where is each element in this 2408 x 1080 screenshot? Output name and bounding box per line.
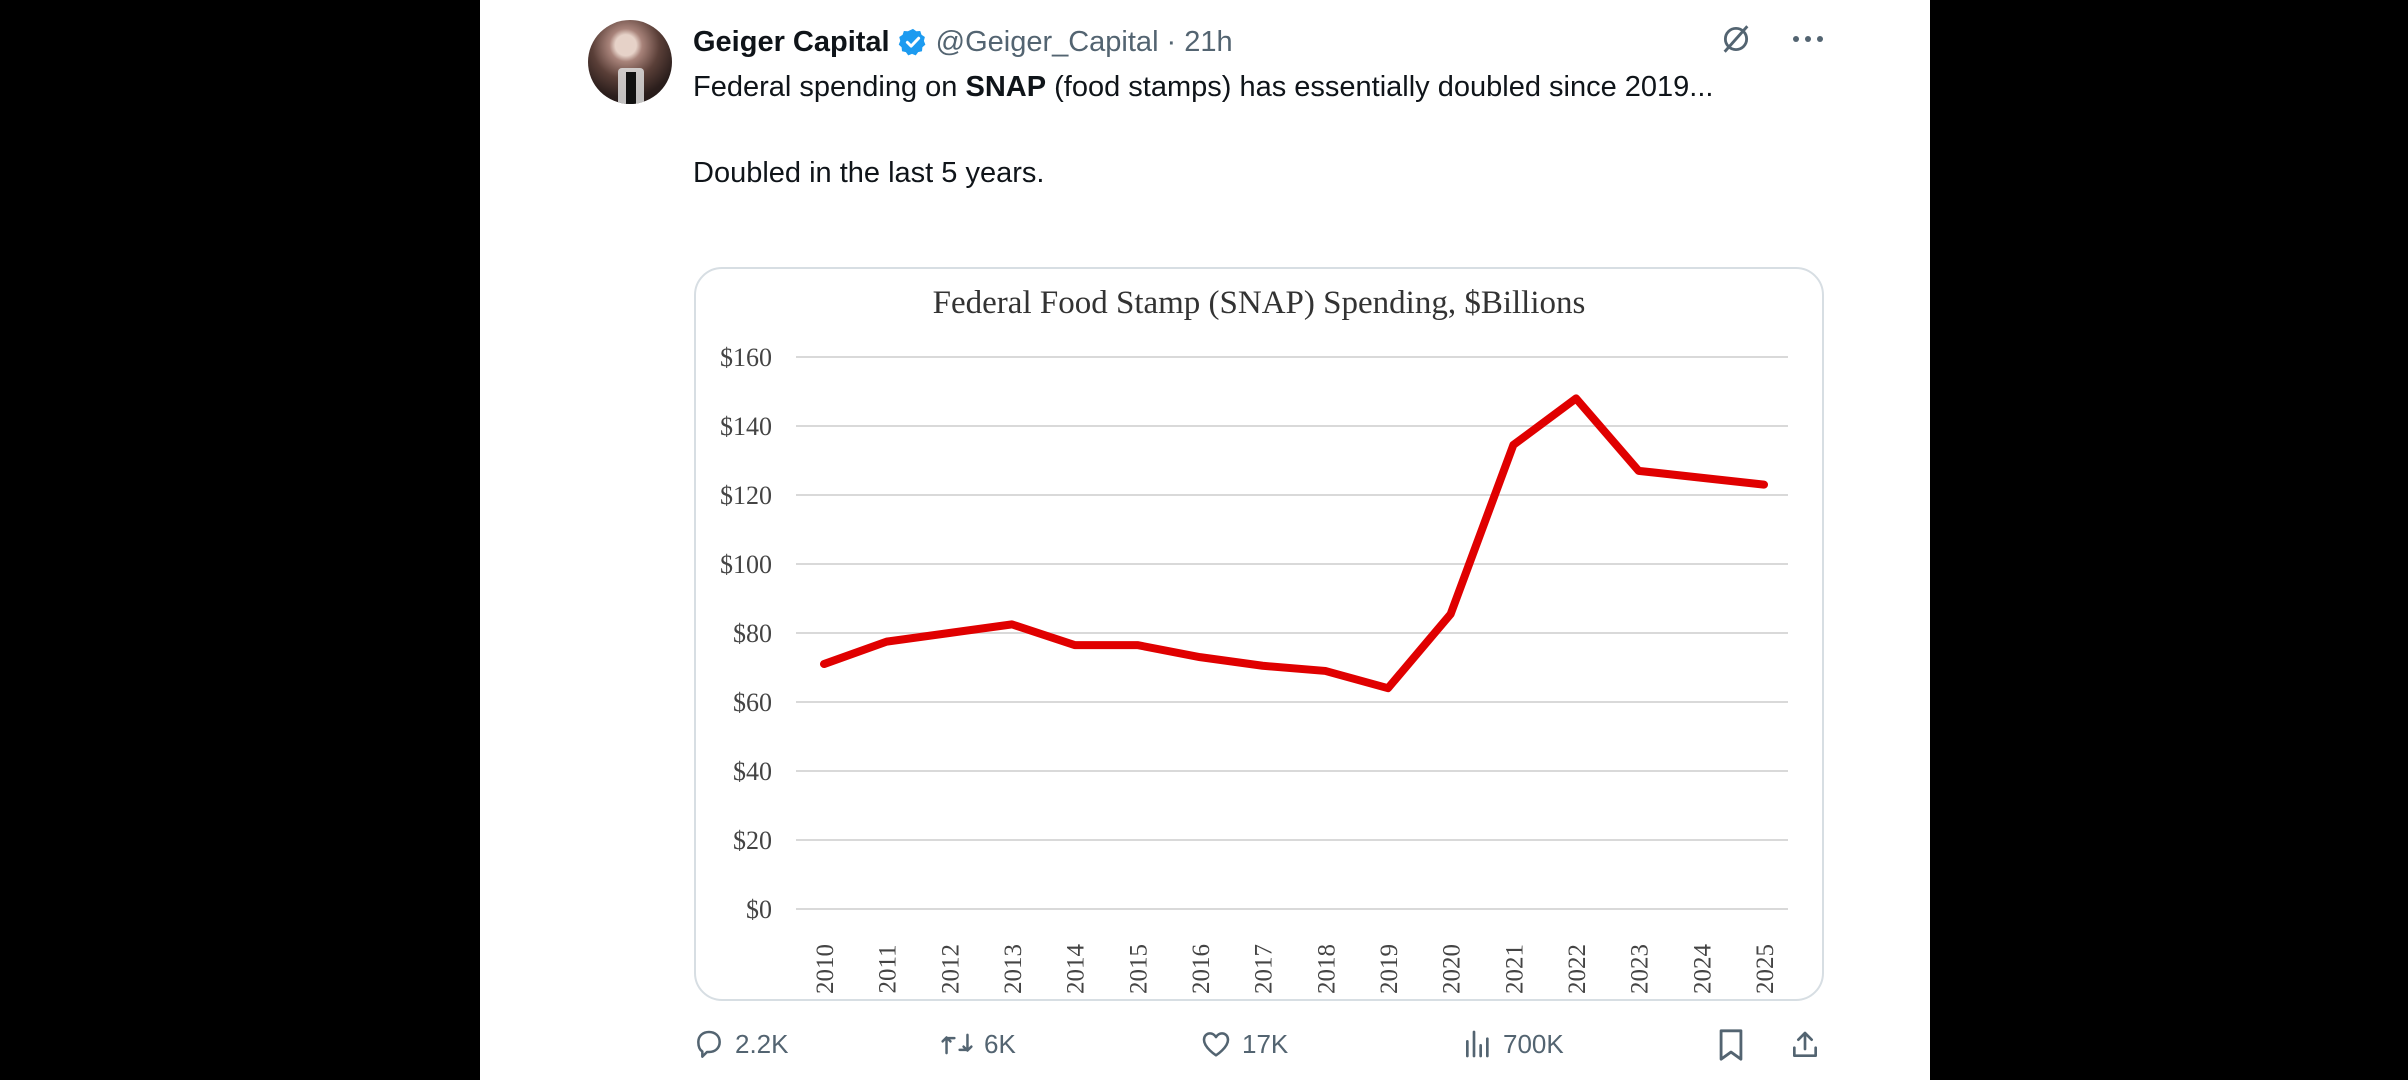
- y-tick-label: $20: [733, 826, 772, 855]
- y-tick-label: $60: [733, 688, 772, 717]
- x-tick-label: 2010: [812, 944, 839, 994]
- bookmark-icon: [1719, 1029, 1743, 1061]
- line-chart: Federal Food Stamp (SNAP) Spending, $Bil…: [720, 285, 1788, 995]
- more-icon[interactable]: [1791, 34, 1825, 44]
- chart-title: Federal Food Stamp (SNAP) Spending, $Bil…: [933, 285, 1586, 321]
- x-tick-label: 2015: [1125, 944, 1152, 994]
- chart-image[interactable]: Federal Food Stamp (SNAP) Spending, $Bil…: [694, 267, 1824, 1001]
- like-button[interactable]: 17K: [1200, 1028, 1288, 1060]
- share-button[interactable]: [1789, 1028, 1821, 1062]
- y-tick-label: $140: [720, 412, 772, 441]
- views-count: 700K: [1503, 1028, 1564, 1059]
- y-tick-label: $80: [733, 619, 772, 648]
- gridlines: [796, 356, 1788, 910]
- tweet-paragraph-1: Federal spending on SNAP (food stamps) h…: [693, 66, 1793, 109]
- heart-icon: [1202, 1032, 1230, 1057]
- timestamp[interactable]: 21h: [1184, 25, 1233, 58]
- author-handle[interactable]: @Geiger_Capital: [935, 25, 1159, 58]
- grok-icon[interactable]: [1719, 22, 1753, 56]
- x-tick-label: 2023: [1627, 944, 1654, 994]
- x-tick-label: 2013: [1000, 944, 1027, 994]
- text-segment: (food stamps) has essentially doubled si…: [1046, 71, 1714, 103]
- x-tick-label: 2024: [1689, 944, 1716, 995]
- x-tick-label: 2012: [937, 944, 964, 994]
- repost-count: 6K: [984, 1028, 1016, 1059]
- repost-icon: [941, 1033, 973, 1055]
- series-line-snap-spending: [820, 394, 1768, 693]
- reply-count: 2.2K: [735, 1028, 789, 1059]
- x-tick-label: 2022: [1564, 944, 1591, 994]
- reply-button[interactable]: 2.2K: [693, 1028, 789, 1060]
- x-tick-label: 2019: [1376, 944, 1403, 994]
- x-tick-label: 2020: [1439, 944, 1466, 994]
- tweet-body: Federal spending on SNAP (food stamps) h…: [693, 66, 1793, 195]
- x-axis-ticks: 2010 2011 2012 2013 2014 2015 2016 2017 2018 2019…: [812, 944, 1779, 995]
- x-tick-label: 2018: [1313, 944, 1340, 994]
- share-icon: [1793, 1031, 1817, 1057]
- y-tick-label: $120: [720, 481, 772, 510]
- reply-icon: [697, 1030, 721, 1058]
- verified-badge-icon: [898, 28, 925, 56]
- y-tick-label: $40: [733, 757, 772, 786]
- x-tick-label: 2021: [1501, 944, 1528, 994]
- views-icon: [1466, 1030, 1489, 1058]
- x-tick-label: 2014: [1063, 944, 1090, 995]
- series-group: [820, 394, 1768, 693]
- x-tick-label: 2011: [875, 944, 902, 993]
- x-tick-label: 2017: [1251, 944, 1278, 994]
- text-segment: Federal spending on: [693, 71, 966, 103]
- y-tick-label: $100: [720, 550, 772, 579]
- separator-dot: ·: [1166, 25, 1177, 58]
- bookmark-button[interactable]: [1716, 1028, 1746, 1062]
- avatar-tie: [626, 72, 636, 104]
- author-name[interactable]: Geiger Capital: [693, 25, 890, 58]
- text-bold-snap: SNAP: [965, 71, 1047, 103]
- y-tick-label: $160: [720, 343, 772, 372]
- x-tick-label: 2025: [1752, 944, 1779, 994]
- avatar[interactable]: [588, 20, 672, 104]
- y-tick-label: $0: [746, 895, 772, 924]
- tweet-top-icons: [1719, 22, 1825, 56]
- tweet-paragraph-2: Doubled in the last 5 years.: [693, 157, 1045, 189]
- y-axis-ticks: $0 $20 $40 $60 $80 $100 $120 $140 $160: [720, 343, 772, 924]
- tweet-card: Geiger Capital @Geiger_Capital · 21h Fed…: [480, 0, 1930, 1080]
- repost-button[interactable]: 6K: [940, 1028, 1016, 1060]
- views-button[interactable]: 700K: [1463, 1028, 1564, 1060]
- like-count: 17K: [1242, 1028, 1289, 1059]
- x-tick-label: 2016: [1188, 944, 1215, 994]
- tweet-header: Geiger Capital @Geiger_Capital · 21h: [693, 22, 1233, 62]
- tweet-actions: 2.2K 6K 17K 700K: [693, 1028, 1823, 1072]
